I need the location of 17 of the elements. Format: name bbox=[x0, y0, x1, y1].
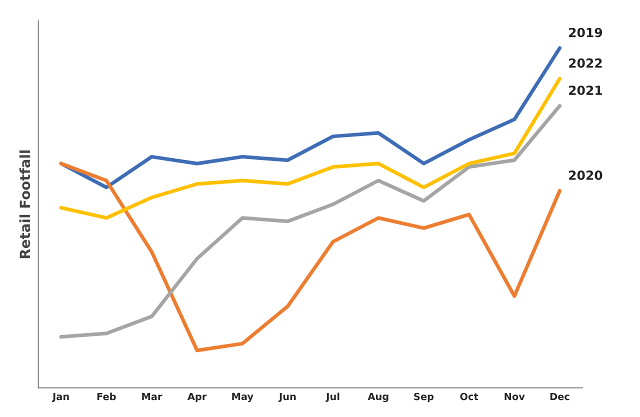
x-tick-label: Oct bbox=[460, 392, 478, 400]
x-tick-label: Jun bbox=[278, 392, 296, 402]
series-label: 2019 bbox=[569, 28, 602, 38]
x-tick-label: Nov bbox=[504, 392, 525, 400]
x-tick-label: Sep bbox=[414, 392, 434, 402]
series-label: 2021 bbox=[569, 86, 602, 96]
series-label: 2022 bbox=[569, 58, 602, 68]
x-tick-label: Jul bbox=[326, 392, 340, 402]
x-tick-label: Feb bbox=[97, 392, 116, 400]
x-tick-label: Apr bbox=[187, 392, 207, 402]
series-label: 2020 bbox=[569, 170, 602, 180]
x-tick-label: Dec bbox=[550, 392, 570, 400]
y-axis-title: Retail Footfall bbox=[19, 150, 30, 258]
x-tick-label: Mar bbox=[142, 392, 162, 400]
x-tick-label: Jan bbox=[52, 392, 69, 402]
x-tick-label: Aug bbox=[368, 392, 388, 402]
x-tick-label: May bbox=[232, 392, 254, 402]
